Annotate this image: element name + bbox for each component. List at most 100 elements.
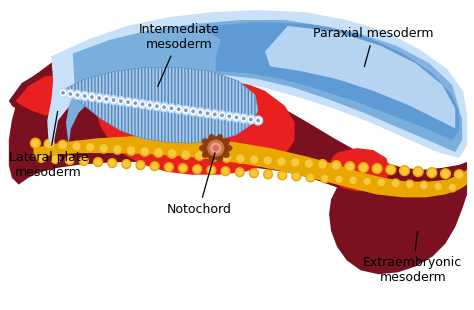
Circle shape: [108, 159, 117, 167]
Circle shape: [169, 105, 174, 111]
Text: Intermediate
mesoderm: Intermediate mesoderm: [139, 23, 219, 86]
Circle shape: [174, 105, 183, 114]
Circle shape: [308, 174, 313, 180]
Circle shape: [318, 160, 328, 170]
Circle shape: [427, 168, 437, 178]
Circle shape: [140, 101, 146, 107]
Circle shape: [126, 145, 136, 155]
Circle shape: [198, 109, 203, 115]
Circle shape: [93, 157, 102, 166]
Polygon shape: [201, 22, 459, 140]
Ellipse shape: [208, 145, 219, 162]
Circle shape: [196, 108, 205, 117]
Circle shape: [199, 111, 201, 113]
Circle shape: [386, 165, 396, 175]
Circle shape: [434, 182, 443, 191]
Circle shape: [206, 112, 209, 114]
Circle shape: [251, 156, 257, 163]
Circle shape: [131, 99, 140, 108]
Circle shape: [221, 167, 230, 176]
Circle shape: [112, 99, 115, 101]
Circle shape: [421, 183, 427, 188]
Polygon shape: [96, 73, 295, 175]
Circle shape: [189, 107, 198, 116]
Circle shape: [349, 176, 357, 185]
Circle shape: [350, 177, 356, 183]
Circle shape: [248, 117, 254, 122]
Circle shape: [170, 107, 173, 109]
Circle shape: [249, 169, 258, 178]
Circle shape: [208, 152, 218, 161]
Circle shape: [293, 173, 300, 179]
Circle shape: [210, 110, 219, 119]
Circle shape: [154, 147, 164, 157]
Circle shape: [185, 109, 187, 112]
Circle shape: [241, 116, 246, 121]
Circle shape: [276, 157, 286, 166]
Circle shape: [72, 141, 82, 151]
Circle shape: [415, 168, 421, 175]
Circle shape: [449, 184, 455, 190]
Circle shape: [234, 115, 239, 120]
Circle shape: [232, 113, 241, 122]
Circle shape: [166, 164, 172, 170]
Circle shape: [442, 170, 449, 177]
Circle shape: [264, 157, 271, 164]
Polygon shape: [61, 67, 258, 143]
Circle shape: [114, 146, 121, 153]
Polygon shape: [34, 136, 467, 197]
Circle shape: [378, 179, 384, 185]
Circle shape: [91, 96, 93, 98]
Ellipse shape: [202, 138, 217, 151]
Circle shape: [76, 94, 79, 96]
Circle shape: [98, 97, 100, 99]
Circle shape: [75, 92, 80, 98]
Circle shape: [65, 156, 74, 164]
Circle shape: [81, 158, 87, 164]
Circle shape: [251, 170, 257, 176]
Circle shape: [374, 165, 381, 172]
Circle shape: [223, 154, 230, 161]
Circle shape: [207, 166, 216, 175]
Circle shape: [177, 108, 180, 110]
Circle shape: [122, 160, 131, 169]
Circle shape: [387, 166, 394, 173]
Circle shape: [194, 150, 204, 160]
Circle shape: [211, 143, 221, 153]
Circle shape: [413, 167, 423, 177]
Circle shape: [133, 100, 138, 106]
Circle shape: [182, 151, 189, 158]
Circle shape: [58, 140, 68, 150]
Polygon shape: [66, 20, 462, 152]
Circle shape: [407, 181, 413, 188]
Text: Extraembryonic
mesoderm: Extraembryonic mesoderm: [363, 232, 463, 284]
Circle shape: [363, 177, 372, 186]
Circle shape: [292, 172, 301, 181]
Circle shape: [102, 95, 111, 104]
Circle shape: [96, 95, 102, 101]
Circle shape: [246, 115, 255, 124]
Circle shape: [156, 105, 158, 107]
Circle shape: [59, 88, 67, 97]
Circle shape: [95, 94, 104, 103]
Circle shape: [167, 104, 176, 113]
Circle shape: [235, 168, 244, 177]
Circle shape: [263, 156, 273, 166]
Circle shape: [331, 161, 341, 171]
Circle shape: [205, 111, 210, 116]
Circle shape: [167, 148, 177, 158]
Circle shape: [278, 158, 285, 165]
Polygon shape: [329, 148, 390, 192]
Circle shape: [60, 90, 66, 96]
Circle shape: [428, 169, 435, 176]
Circle shape: [162, 104, 167, 110]
Circle shape: [146, 101, 154, 110]
Circle shape: [365, 179, 370, 184]
Circle shape: [53, 156, 58, 162]
Circle shape: [164, 163, 173, 171]
Circle shape: [257, 119, 259, 122]
Polygon shape: [9, 51, 467, 274]
Circle shape: [169, 150, 175, 157]
Circle shape: [335, 175, 343, 184]
Circle shape: [336, 176, 342, 182]
